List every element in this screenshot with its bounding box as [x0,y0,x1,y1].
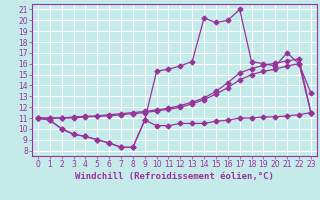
X-axis label: Windchill (Refroidissement éolien,°C): Windchill (Refroidissement éolien,°C) [75,172,274,181]
